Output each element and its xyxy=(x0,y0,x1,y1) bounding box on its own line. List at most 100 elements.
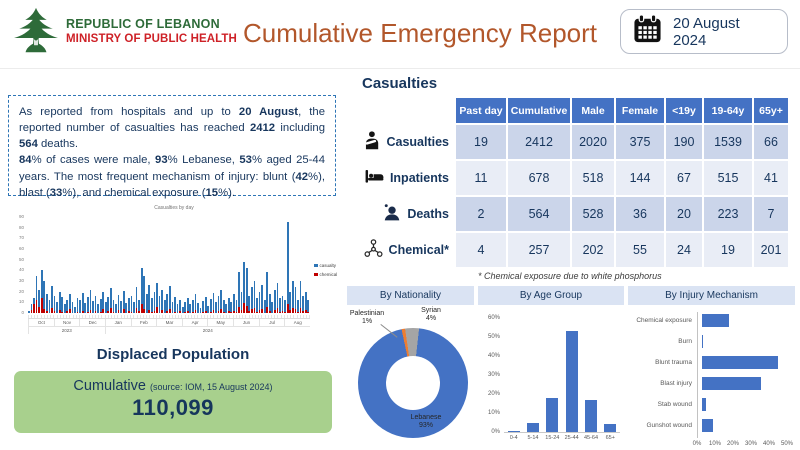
panel-header-injury-mechanism: By Injury Mechanism xyxy=(628,286,795,305)
summary-segment: 20 August xyxy=(238,106,299,118)
daily-bar xyxy=(40,217,43,313)
table-cell: 19 xyxy=(456,125,506,159)
daily-bar xyxy=(299,217,302,313)
daily-bar xyxy=(192,217,194,313)
donut-label-palestinian: Palestinian 1% xyxy=(349,310,385,326)
injury-category-label: Chemical exposure xyxy=(636,317,692,324)
table-column-header: 19-64y xyxy=(704,98,752,123)
daily-bar xyxy=(61,217,64,313)
daily-bar xyxy=(276,217,279,313)
summary-segment: 84 xyxy=(19,154,32,167)
daily-bar xyxy=(189,217,192,313)
daily-bar xyxy=(253,217,256,313)
daily-bar xyxy=(294,217,297,313)
daily-bar xyxy=(204,217,207,313)
table-cell: 2 xyxy=(456,197,506,231)
daily-bar xyxy=(184,217,187,313)
daily-bar xyxy=(225,217,228,313)
month-label: Aug xyxy=(284,319,310,326)
casualties-by-day-chart: Casualties by day 0 10 20 30 40 50 60 70 80 90 ca… xyxy=(8,203,340,343)
daily-bar xyxy=(122,217,125,313)
injury-bar xyxy=(702,314,729,327)
daily-bar xyxy=(99,217,102,313)
daily-y-tick: 70 xyxy=(18,235,24,241)
injury-chart-axis-line xyxy=(697,312,698,438)
age-bar-slot xyxy=(543,397,562,432)
daily-bar xyxy=(261,217,263,313)
table-cell: 11 xyxy=(456,161,506,195)
table-column-header: Female xyxy=(616,98,664,123)
chemical-footnote: * Chemical exposure due to white phospho… xyxy=(478,271,662,281)
injury-bar xyxy=(702,419,713,432)
table-column-header: Past day xyxy=(456,98,506,123)
table-cell: 20 xyxy=(666,197,702,231)
daily-bar xyxy=(289,217,292,313)
daily-bar xyxy=(156,217,158,313)
month-label: Dec xyxy=(79,319,105,326)
panel-header-nationality: By Nationality xyxy=(347,286,474,305)
daily-bar xyxy=(220,217,222,313)
daily-bar xyxy=(274,217,276,313)
table-cell: 564 xyxy=(508,197,570,231)
hospital-bed-icon xyxy=(364,166,385,190)
injury-bar xyxy=(702,356,778,369)
table-cell: 518 xyxy=(572,161,614,195)
injury-x-tick: 40% xyxy=(762,441,775,447)
table-cell: 515 xyxy=(704,161,752,195)
daily-bar xyxy=(174,217,176,313)
daily-bar xyxy=(38,217,41,313)
table-column-header: <19y xyxy=(666,98,702,123)
daily-bar xyxy=(304,217,307,313)
daily-bar xyxy=(171,217,174,313)
injury-x-tick: 50% xyxy=(780,441,793,447)
daily-bar xyxy=(148,217,151,313)
injury-x-tick: 30% xyxy=(744,441,757,447)
daily-bar xyxy=(176,217,179,313)
daily-chart-legend: casualty chemical xyxy=(314,263,337,281)
page-title: Cumulative Emergency Report xyxy=(242,18,598,48)
daily-bar xyxy=(153,217,156,313)
daily-bar xyxy=(238,217,240,313)
daily-bar xyxy=(43,217,46,313)
daily-y-tick: 10 xyxy=(18,299,24,305)
daily-bar xyxy=(58,217,61,313)
daily-bar xyxy=(271,217,274,313)
month-label: Nov xyxy=(53,319,80,326)
month-label: Jun xyxy=(233,319,259,326)
daily-bar xyxy=(279,217,281,313)
table-row-label: Casualties xyxy=(350,125,454,159)
table-column-header: 65y+ xyxy=(754,98,788,123)
daily-bar xyxy=(181,217,184,313)
daily-bar xyxy=(227,217,230,313)
injury-bar xyxy=(702,398,706,411)
age-y-tick: 10% xyxy=(487,410,500,416)
daily-bar xyxy=(145,217,148,313)
summary-segment: % aged 25-44 years. The most frequent me… xyxy=(19,154,325,183)
report-header: REPUBLIC OF LEBANON MINISTRY OF PUBLIC H… xyxy=(0,0,800,69)
row-label-text: Casualties xyxy=(386,135,449,149)
year-label: 2024 xyxy=(104,327,310,334)
daily-bar xyxy=(207,217,210,313)
daily-bar xyxy=(284,217,287,313)
table-cell: 223 xyxy=(704,197,752,231)
daily-y-tick: 60 xyxy=(18,246,24,251)
summary-segment: 42 xyxy=(295,170,309,183)
daily-bar xyxy=(51,217,53,313)
daily-bar xyxy=(140,217,143,313)
month-label: Jan xyxy=(104,319,131,326)
daily-bar xyxy=(81,217,84,313)
daily-bar xyxy=(215,217,217,313)
daily-bar xyxy=(186,217,189,313)
age-bar xyxy=(546,397,559,432)
daily-bar xyxy=(233,217,235,313)
legend-item: casualty xyxy=(314,263,337,270)
displaced-cumulative-box: Cumulative (source: IOM, 15 August 2024)… xyxy=(14,371,332,433)
summary-segment: %). xyxy=(218,186,236,199)
daily-bar xyxy=(33,217,35,313)
table-cell: 144 xyxy=(616,161,664,195)
month-label: Jul xyxy=(258,319,285,326)
age-bar-slot xyxy=(601,424,620,432)
daily-bar xyxy=(112,217,115,313)
daily-chart-x-axis: Oct Nov Dec Jan Feb Mar Apr May Jun Jul Aug 2023 20… xyxy=(28,315,310,334)
daily-bar xyxy=(235,217,238,313)
